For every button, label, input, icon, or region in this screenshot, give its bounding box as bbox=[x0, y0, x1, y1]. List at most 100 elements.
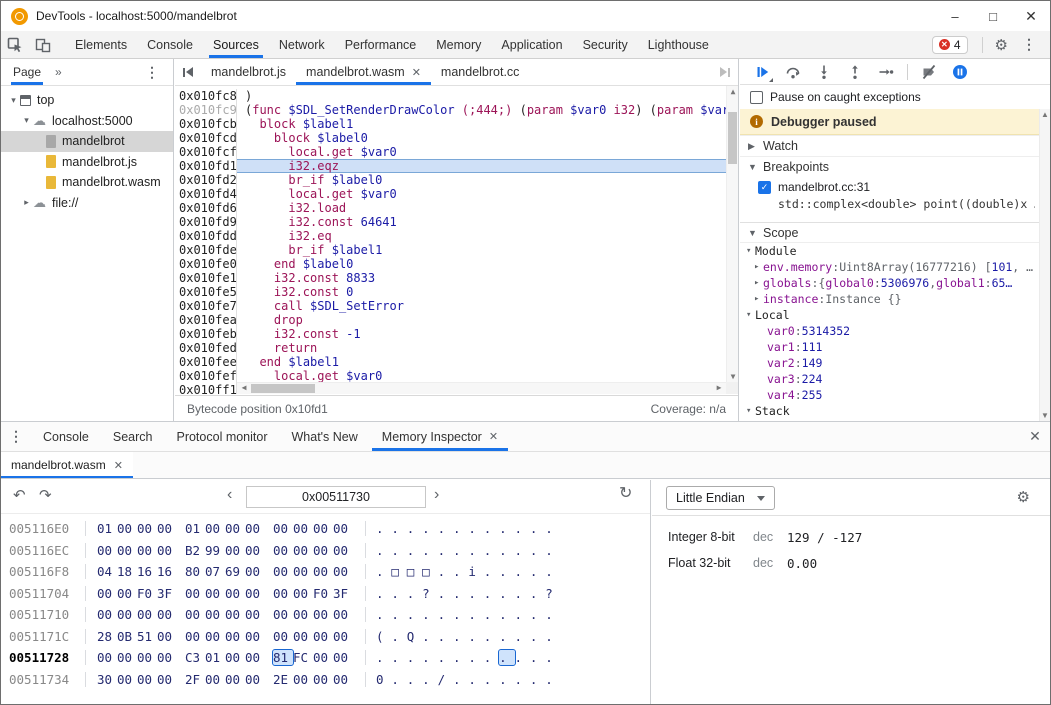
step-into-button[interactable] bbox=[816, 64, 832, 80]
hex-byte-cell[interactable]: 99 bbox=[205, 542, 221, 558]
scrollbar-thumb[interactable] bbox=[728, 112, 737, 164]
editor-tab-mandelbrot.cc[interactable]: mandelbrot.cc bbox=[431, 59, 530, 85]
scope-row[interactable]: ▾ Module bbox=[740, 243, 1039, 259]
memory-file-tab[interactable]: mandelbrot.wasm ✕ bbox=[1, 452, 133, 478]
bytecode-address[interactable]: 0x010fd6 bbox=[175, 201, 237, 215]
chevron-icon[interactable]: ▸ bbox=[754, 278, 760, 288]
hex-byte-cell[interactable]: 01 bbox=[205, 650, 221, 666]
navigator-kebab-icon[interactable]: ⋮ bbox=[145, 63, 159, 80]
refresh-icon[interactable]: ↻ bbox=[619, 485, 633, 502]
hex-byte-cell[interactable]: 00 bbox=[293, 564, 309, 580]
ascii-cell[interactable]: . bbox=[514, 671, 523, 687]
ascii-cell[interactable]: . bbox=[391, 671, 399, 687]
hex-byte-cell[interactable]: 2E bbox=[273, 671, 289, 687]
bytecode-address[interactable]: 0x010fdd bbox=[175, 229, 237, 243]
hex-byte-cell[interactable]: 00 bbox=[117, 671, 133, 687]
ascii-cell[interactable]: . bbox=[545, 564, 553, 580]
deactivate-breakpoints-button[interactable] bbox=[921, 64, 937, 80]
ascii-cell[interactable]: . bbox=[468, 521, 476, 537]
pause-on-caught-checkbox[interactable] bbox=[750, 90, 763, 104]
hex-byte-cell[interactable]: 00 bbox=[245, 585, 261, 601]
ascii-cell[interactable]: . bbox=[406, 607, 415, 623]
ascii-cell[interactable]: . bbox=[422, 628, 430, 644]
tab-elements[interactable]: Elements bbox=[75, 37, 128, 52]
ascii-cell[interactable]: . bbox=[468, 628, 476, 644]
ascii-cell[interactable]: . bbox=[376, 564, 384, 580]
hex-byte-cell[interactable]: F0 bbox=[313, 585, 329, 601]
hex-byte-cell[interactable]: F0 bbox=[137, 585, 153, 601]
tab-application[interactable]: Application bbox=[501, 37, 563, 52]
ascii-cell[interactable]: . bbox=[529, 521, 538, 537]
hex-byte-cell[interactable]: 00 bbox=[185, 585, 201, 601]
hex-byte-cell[interactable]: 00 bbox=[137, 650, 153, 666]
sidebar-scrollbar[interactable]: ▲ ▼ bbox=[1039, 109, 1050, 421]
ascii-cell[interactable]: . bbox=[545, 607, 553, 623]
hex-byte-cell[interactable]: 00 bbox=[245, 671, 261, 687]
ascii-cell[interactable]: . bbox=[391, 607, 399, 623]
hex-byte-cell[interactable]: 00 bbox=[313, 671, 329, 687]
ascii-cell[interactable]: . bbox=[437, 564, 446, 580]
ascii-cell[interactable]: □ bbox=[391, 564, 399, 580]
bytecode-address[interactable]: 0x010fd1 bbox=[175, 159, 237, 173]
hex-byte-cell[interactable]: 00 bbox=[97, 650, 113, 666]
chevron-icon[interactable]: ▾ bbox=[746, 406, 752, 416]
bytecode-address[interactable]: 0x010fee bbox=[175, 355, 237, 369]
hex-byte-cell[interactable]: 00 bbox=[333, 628, 349, 644]
ascii-cell[interactable]: . bbox=[514, 564, 523, 580]
ascii-cell[interactable]: . bbox=[499, 521, 507, 537]
local-variable[interactable]: var3: 224 bbox=[740, 371, 1039, 387]
scroll-up-icon[interactable]: ▲ bbox=[730, 87, 736, 96]
hex-byte-cell[interactable]: 01 bbox=[97, 521, 113, 537]
drawer-tab-what-s-new[interactable]: What's New bbox=[280, 422, 370, 451]
pause-on-exceptions-button[interactable] bbox=[952, 64, 968, 80]
main-menu-kebab-icon[interactable]: ⋮ bbox=[1022, 36, 1036, 52]
ascii-cell[interactable]: . bbox=[437, 628, 446, 644]
ascii-cell[interactable]: . bbox=[437, 542, 446, 558]
ascii-cell[interactable]: . bbox=[406, 542, 415, 558]
hex-row-address[interactable]: 005116F8 bbox=[9, 564, 70, 580]
ascii-cell[interactable]: ? bbox=[545, 585, 553, 601]
scope-row[interactable]: ▸ globals: {global0: 5306976, global1: 65… bbox=[740, 275, 1039, 291]
section-breakpoints[interactable]: ▼ Breakpoints bbox=[740, 156, 1039, 177]
hex-byte-cell[interactable]: 00 bbox=[205, 628, 221, 644]
drawer-tab-protocol-monitor[interactable]: Protocol monitor bbox=[164, 422, 279, 451]
bytecode-address[interactable]: 0x010fc9 bbox=[175, 103, 237, 117]
close-icon[interactable]: ✕ bbox=[488, 431, 499, 443]
inspect-element-icon[interactable] bbox=[1, 31, 29, 58]
ascii-cell[interactable]: . bbox=[452, 650, 461, 666]
tree-item-file-[interactable]: ▸ ☁ file:// bbox=[1, 193, 173, 214]
radix-label[interactable]: dec bbox=[753, 556, 774, 570]
editor-vertical-scrollbar[interactable]: ▲ ▼ bbox=[726, 86, 738, 382]
tab-network[interactable]: Network bbox=[278, 37, 325, 52]
ascii-cell[interactable]: . bbox=[545, 628, 553, 644]
ascii-cell[interactable]: . bbox=[483, 542, 492, 558]
code-line[interactable]: 0x010fc8) bbox=[175, 89, 738, 103]
radix-label[interactable]: dec bbox=[753, 530, 774, 544]
drawer-close-icon[interactable]: ✕ bbox=[1029, 428, 1041, 444]
tree-item-mandelbrot[interactable]: mandelbrot bbox=[1, 131, 173, 152]
local-variable[interactable]: var0: 5314352 bbox=[740, 323, 1039, 339]
hex-byte-cell[interactable]: 00 bbox=[313, 650, 329, 666]
ascii-cell[interactable]: . bbox=[452, 585, 461, 601]
hex-byte-cell[interactable]: 16 bbox=[137, 564, 153, 580]
ascii-cell[interactable]: . bbox=[514, 628, 523, 644]
close-button[interactable]: ✕ bbox=[1025, 7, 1037, 24]
ascii-cell[interactable]: . bbox=[437, 607, 446, 623]
tree-item-localhost-5000[interactable]: ▾ ☁ localhost:5000 bbox=[1, 111, 173, 132]
ascii-cell[interactable]: ? bbox=[422, 585, 430, 601]
section-scope[interactable]: ▼ Scope bbox=[740, 222, 1039, 243]
ascii-cell[interactable]: . bbox=[391, 650, 399, 666]
hex-byte-cell[interactable]: 00 bbox=[205, 521, 221, 537]
hex-byte-cell[interactable]: 00 bbox=[137, 521, 153, 537]
code-line[interactable]: 0x010fd4 local.get $var0 bbox=[175, 187, 738, 201]
hex-byte-cell[interactable]: 00 bbox=[333, 542, 349, 558]
tab-console[interactable]: Console bbox=[147, 37, 193, 52]
hex-byte-cell[interactable]: 00 bbox=[245, 628, 261, 644]
bytecode-address[interactable]: 0x010fe1 bbox=[175, 271, 237, 285]
hex-byte-cell[interactable]: 00 bbox=[117, 542, 133, 558]
hex-byte-cell[interactable]: 00 bbox=[293, 585, 309, 601]
ascii-cell[interactable]: . bbox=[514, 521, 523, 537]
ascii-cell[interactable]: . bbox=[452, 542, 461, 558]
hex-row-address[interactable]: 005116E0 bbox=[9, 521, 70, 537]
hex-row-address[interactable]: 0051171C bbox=[9, 628, 70, 644]
